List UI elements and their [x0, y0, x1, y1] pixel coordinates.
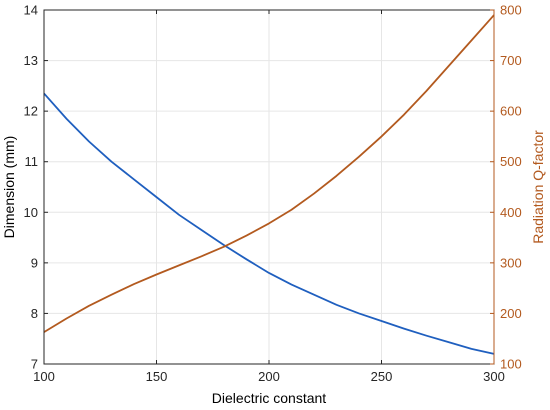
series-line-dimension — [43, 92, 495, 355]
ticks: 100 150 200 250 300 7 8 9 10 11 12 13 14 100 200 300 400… — [24, 3, 522, 385]
y-right-tick-label: 600 — [500, 104, 522, 119]
x-tick-label: 250 — [371, 369, 393, 384]
series-layer — [43, 14, 495, 355]
x-tick-label: 200 — [258, 369, 280, 384]
y-right-tick-label: 300 — [500, 255, 522, 270]
y-left-tick-label: 14 — [24, 3, 38, 18]
y-left-tick-label: 10 — [24, 205, 38, 220]
y-axis-right-label: Radiation Q-factor — [530, 130, 546, 244]
y-left-tick-label: 13 — [24, 53, 38, 68]
x-axis-label: Dielectric constant — [212, 390, 326, 406]
x-tick-label: 300 — [483, 369, 505, 384]
y-right-tick-label: 400 — [500, 205, 522, 220]
y-left-tick-label: 9 — [31, 255, 38, 270]
x-tick-label: 150 — [146, 369, 168, 384]
y-right-tick-label: 200 — [500, 306, 522, 321]
y-right-tick-label: 500 — [500, 154, 522, 169]
series-line-q-factor — [43, 14, 495, 333]
y-axis-left-label: Dimension (mm) — [1, 136, 17, 239]
x-tick-label: 100 — [33, 369, 55, 384]
y-right-tick-label: 100 — [500, 357, 522, 372]
grid — [43, 9, 495, 365]
y-right-tick-label: 800 — [500, 3, 522, 18]
y-left-tick-label: 8 — [31, 306, 38, 321]
y-left-tick-label: 12 — [24, 104, 38, 119]
y-left-tick-label: 11 — [25, 154, 39, 169]
y-left-tick-label: 7 — [31, 357, 38, 372]
y-right-tick-label: 700 — [500, 53, 522, 68]
